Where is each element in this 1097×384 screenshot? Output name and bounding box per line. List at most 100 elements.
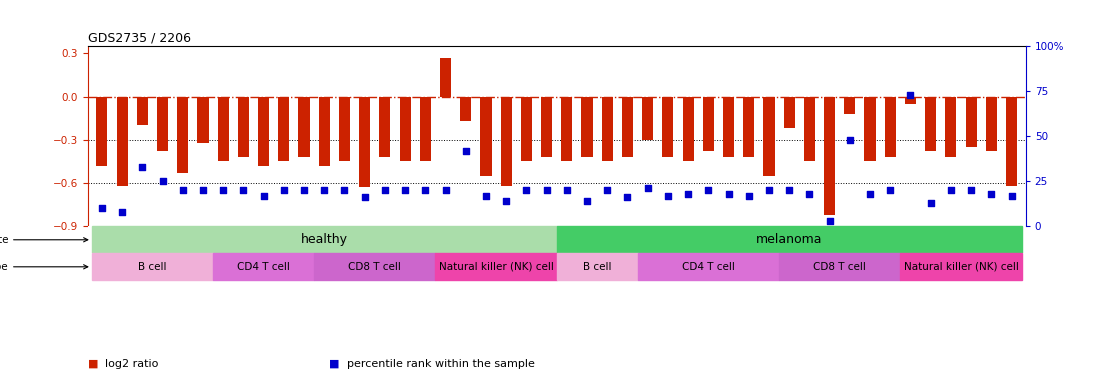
Point [942, 187, 960, 193]
Text: log2 ratio: log2 ratio [105, 359, 159, 369]
Text: CD4 T cell: CD4 T cell [682, 262, 735, 272]
Bar [804, 96, 815, 161]
Bar [884, 96, 896, 157]
Bar [1006, 96, 1017, 186]
Point [437, 187, 454, 193]
Point [740, 192, 758, 199]
Bar [279, 96, 290, 161]
Point [659, 192, 677, 199]
Bar [339, 96, 350, 161]
Bar [440, 58, 451, 96]
Point [983, 191, 1000, 197]
Bar [557, 253, 637, 280]
Point [700, 187, 717, 193]
Bar [557, 226, 1021, 253]
Bar [359, 96, 371, 187]
Point [962, 187, 980, 193]
Text: ■: ■ [88, 359, 99, 369]
Point [619, 194, 636, 200]
Bar [783, 96, 794, 128]
Bar [238, 96, 249, 157]
Point [801, 191, 818, 197]
Point [599, 187, 617, 193]
Bar [743, 96, 755, 157]
Point [194, 187, 212, 193]
Bar [663, 96, 674, 157]
Text: GDS2735 / 2206: GDS2735 / 2206 [88, 32, 191, 45]
Point [679, 191, 697, 197]
Point [841, 137, 859, 143]
Point [113, 209, 131, 215]
Bar [92, 226, 557, 253]
Point [154, 178, 171, 184]
Bar [562, 96, 573, 161]
Point [720, 191, 737, 197]
Point [396, 187, 414, 193]
Point [578, 198, 596, 204]
Bar [116, 96, 127, 186]
Bar [581, 96, 592, 157]
Text: CD8 T cell: CD8 T cell [349, 262, 402, 272]
Bar [298, 96, 309, 157]
Bar [399, 96, 410, 161]
Text: ■: ■ [329, 359, 340, 369]
Point [902, 92, 919, 98]
Bar [779, 253, 901, 280]
Bar [197, 96, 208, 143]
Bar [845, 96, 856, 114]
Bar [319, 96, 330, 166]
Point [275, 187, 293, 193]
Point [1003, 192, 1020, 199]
Bar [622, 96, 633, 157]
Point [497, 198, 514, 204]
Bar [97, 96, 108, 166]
Point [477, 192, 495, 199]
Text: B cell: B cell [583, 262, 611, 272]
Text: Natural killer (NK) cell: Natural killer (NK) cell [439, 262, 554, 272]
Bar [217, 96, 229, 161]
Bar [637, 253, 779, 280]
Text: disease state: disease state [0, 235, 88, 245]
Bar [925, 96, 936, 151]
Bar [92, 253, 213, 280]
Bar [380, 96, 391, 157]
Bar [213, 253, 314, 280]
Text: Natural killer (NK) cell: Natural killer (NK) cell [904, 262, 1018, 272]
Point [882, 187, 900, 193]
Point [235, 187, 252, 193]
Bar [986, 96, 997, 151]
Bar [946, 96, 957, 157]
Bar [764, 96, 774, 176]
Point [518, 187, 535, 193]
Point [316, 187, 333, 193]
Bar [178, 96, 189, 173]
Point [861, 191, 879, 197]
Bar [461, 96, 472, 121]
Text: cell type: cell type [0, 262, 88, 272]
Bar [258, 96, 269, 166]
Point [638, 185, 656, 192]
Bar [864, 96, 875, 161]
Point [538, 187, 555, 193]
Point [134, 164, 151, 170]
Point [376, 187, 394, 193]
Bar [420, 96, 431, 161]
Point [174, 187, 192, 193]
Text: melanoma: melanoma [756, 233, 823, 246]
Point [457, 147, 475, 154]
Text: B cell: B cell [138, 262, 167, 272]
Point [336, 187, 353, 193]
Bar [965, 96, 976, 147]
Point [355, 194, 373, 200]
Bar [824, 96, 835, 215]
Point [214, 187, 231, 193]
Bar [521, 96, 532, 161]
Point [255, 192, 272, 199]
Point [821, 218, 838, 224]
Text: percentile rank within the sample: percentile rank within the sample [347, 359, 534, 369]
Bar [901, 253, 1021, 280]
Point [780, 187, 798, 193]
Bar [157, 96, 168, 151]
Bar [314, 253, 436, 280]
Bar [905, 96, 916, 104]
